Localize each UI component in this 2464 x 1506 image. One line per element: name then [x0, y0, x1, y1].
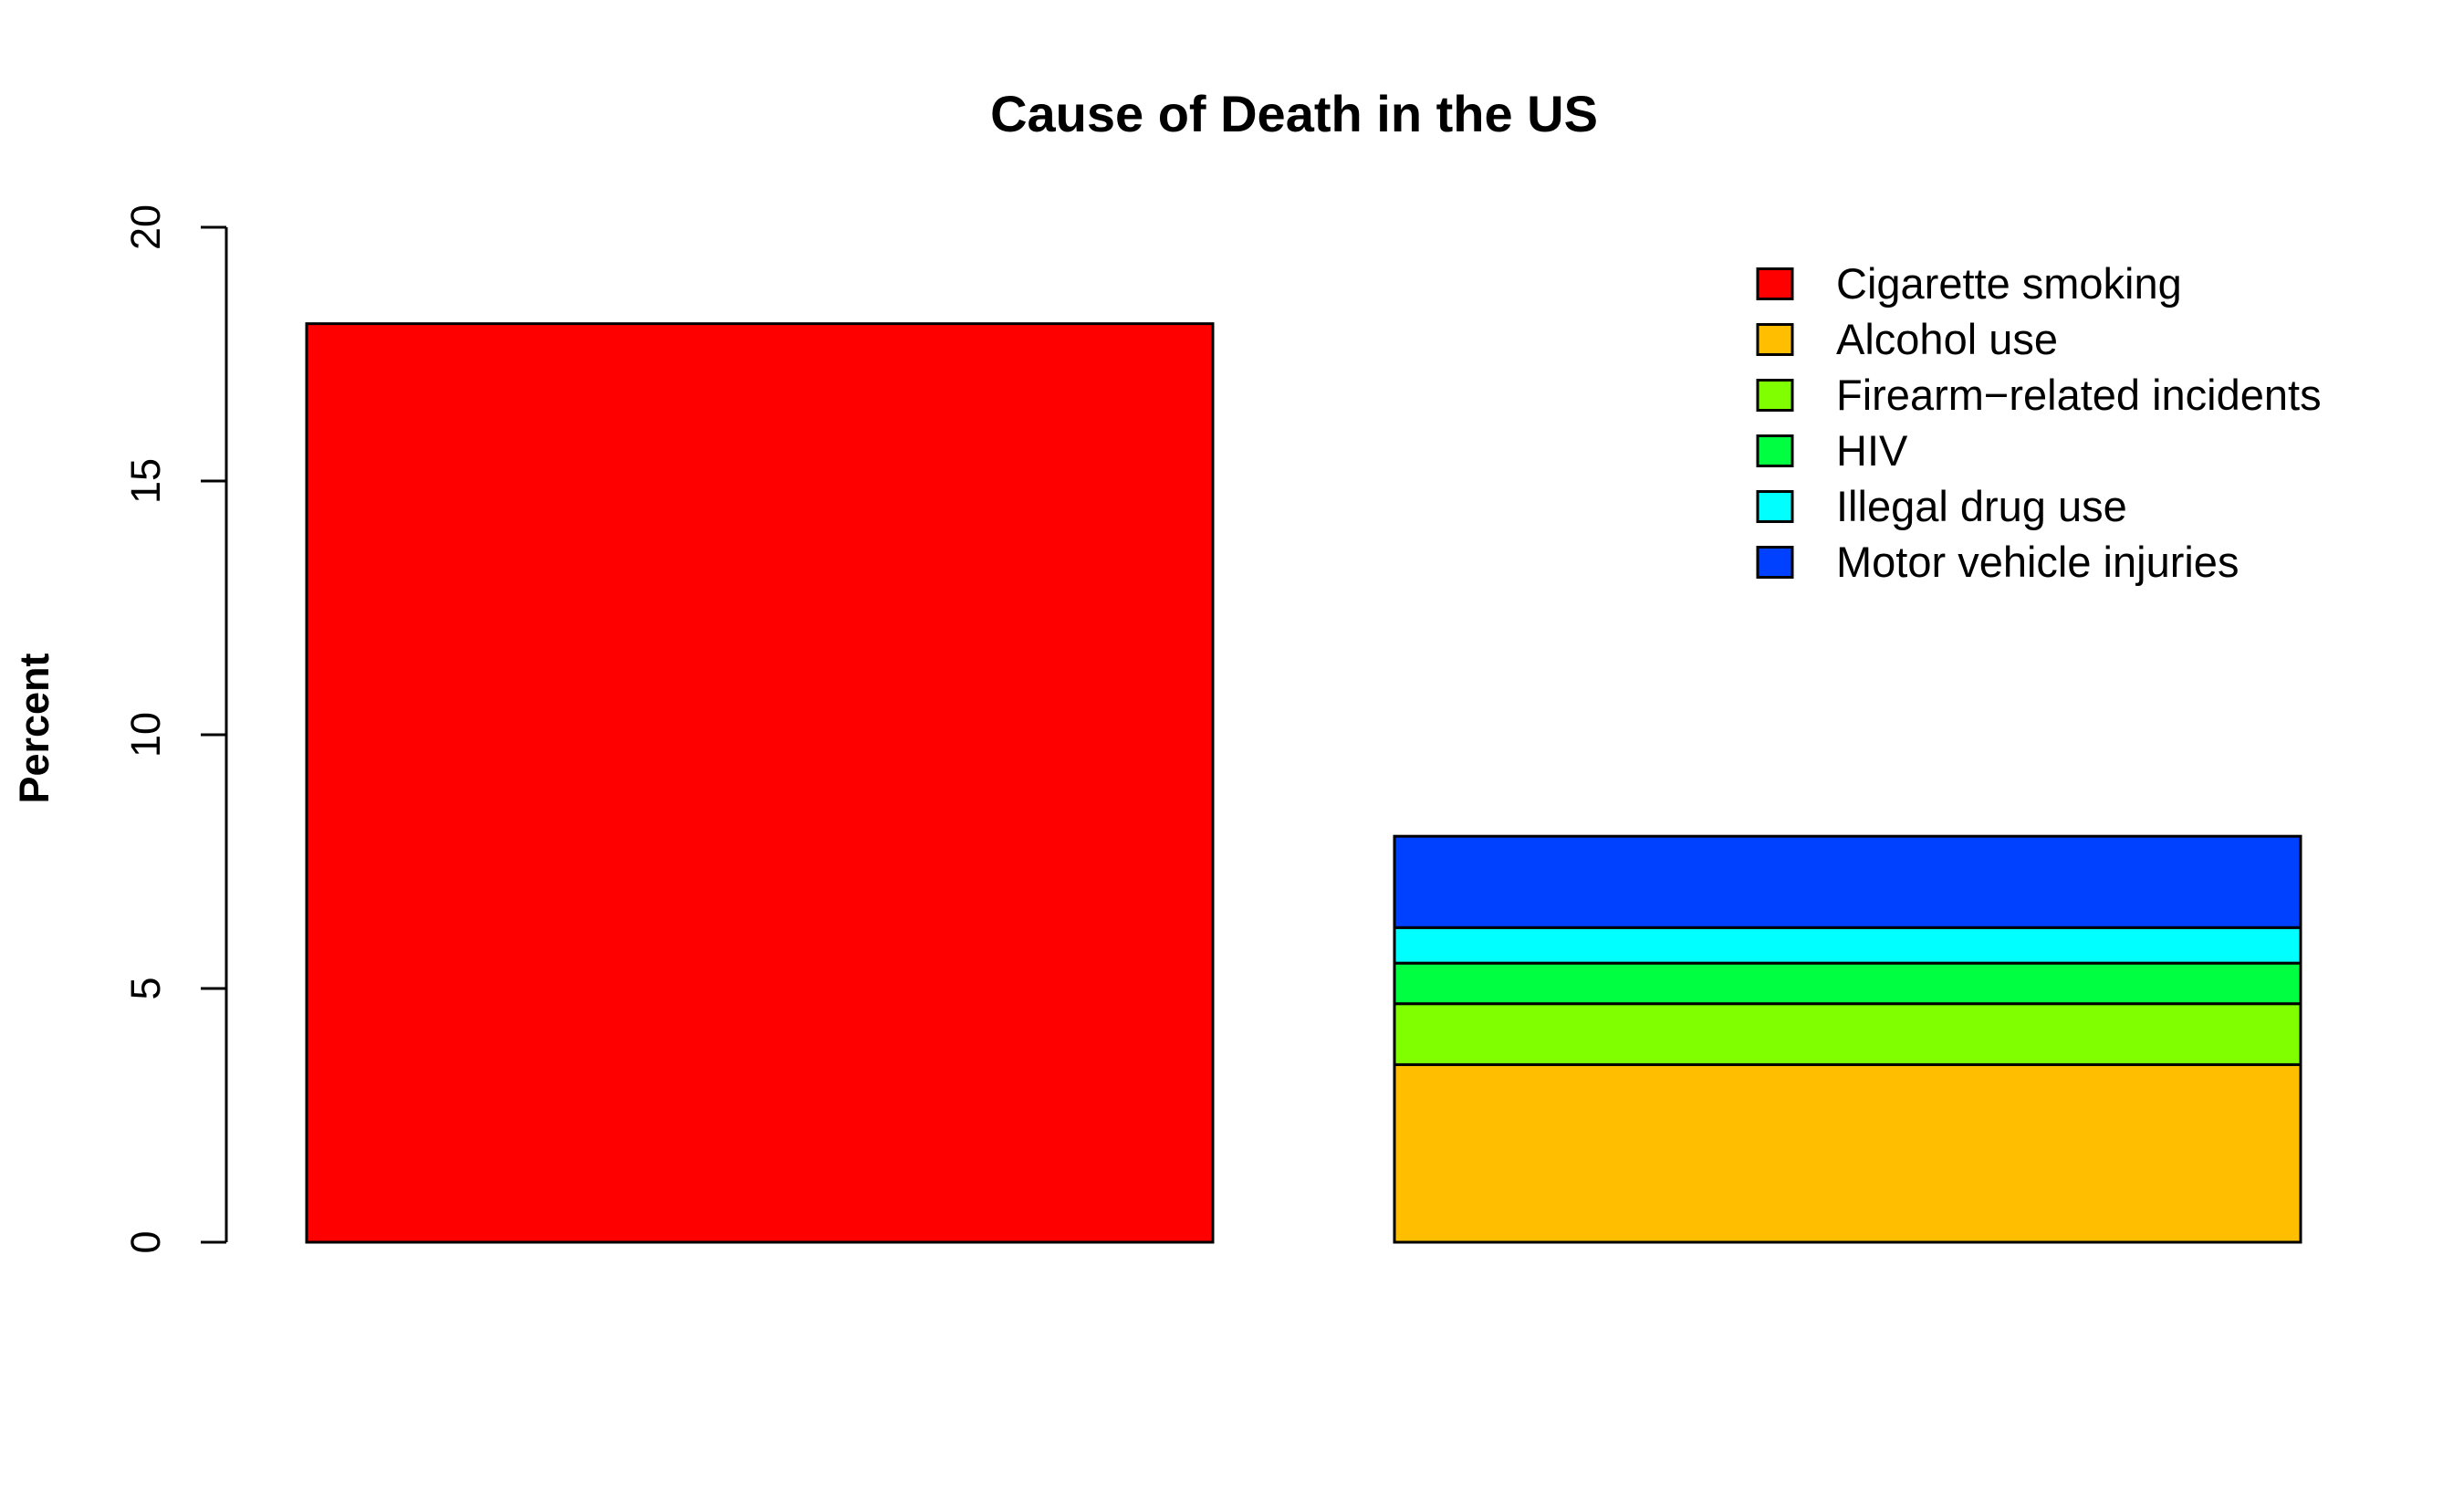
- legend-swatch: [1756, 379, 1794, 412]
- bar-segment: [1393, 1062, 2302, 1244]
- legend-swatch: [1756, 323, 1794, 356]
- legend-label: Cigarette smoking: [1836, 259, 2182, 308]
- bar-segment: [1393, 926, 2302, 965]
- bar-segment: [1393, 834, 2302, 929]
- bar-segment: [1393, 961, 2302, 1006]
- chart-title: Cause of Death in the US: [990, 85, 1598, 142]
- legend-label: Motor vehicle injuries: [1836, 538, 2239, 586]
- bar-segment: [305, 322, 1215, 1244]
- bar-segment: [1393, 1002, 2302, 1066]
- y-tick-label: 15: [122, 458, 169, 504]
- legend-label: Alcohol use: [1836, 315, 2058, 363]
- bars: [305, 322, 2302, 1244]
- legend-swatch: [1756, 546, 1794, 579]
- legend: Cigarette smoking Alcohol use Firearm−rela…: [1756, 259, 2322, 586]
- y-axis: 0 5 10 15 20: [122, 204, 228, 1254]
- legend-swatch: [1756, 434, 1794, 467]
- legend-swatch: [1756, 267, 1794, 300]
- legend-label: Illegal drug use: [1836, 482, 2127, 530]
- y-tick-label: 0: [122, 1230, 169, 1253]
- legend-label: Firearm−related incidents: [1836, 371, 2322, 419]
- y-tick-label: 20: [122, 204, 169, 250]
- legend-swatch: [1756, 490, 1794, 523]
- y-tick-label: 5: [122, 977, 169, 999]
- legend-label: HIV: [1836, 426, 1908, 475]
- y-axis-label: Percent: [11, 653, 57, 803]
- y-tick-label: 10: [122, 712, 169, 758]
